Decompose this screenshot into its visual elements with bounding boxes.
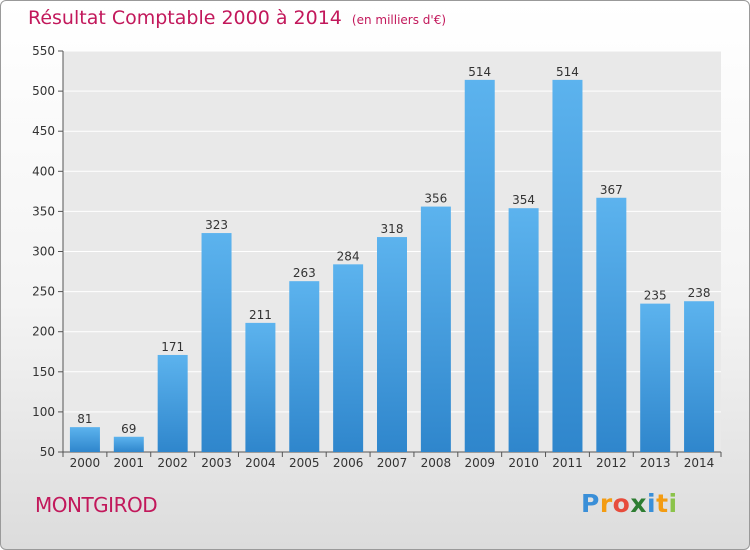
x-tick-label: 2010	[508, 456, 539, 470]
x-tick-label: 2004	[245, 456, 276, 470]
data-label: 323	[205, 218, 228, 232]
bar	[464, 79, 495, 452]
x-tick-label: 2006	[333, 456, 364, 470]
bar	[552, 79, 583, 452]
y-tick-label: 550	[32, 44, 55, 58]
x-tick-label: 2014	[684, 456, 715, 470]
data-label: 367	[600, 183, 623, 197]
data-label: 211	[249, 308, 272, 322]
bar	[201, 233, 232, 452]
logo-letter: i	[647, 489, 657, 518]
data-label: 263	[293, 266, 316, 280]
x-tick-label: 2012	[596, 456, 627, 470]
data-label: 238	[688, 286, 711, 300]
x-tick-label: 2000	[70, 456, 101, 470]
data-label: 514	[556, 65, 579, 79]
x-tick-label: 2011	[552, 456, 583, 470]
logo-letter: r	[599, 489, 613, 518]
chart-unit: (en milliers d'€)	[351, 13, 447, 27]
data-label: 318	[381, 222, 404, 236]
y-tick-label: 250	[32, 285, 55, 299]
x-tick-label: 2009	[464, 456, 495, 470]
logo-letter: x	[630, 489, 647, 518]
data-label: 354	[512, 193, 535, 207]
y-tick-label: 150	[32, 365, 55, 379]
y-tick-label: 450	[32, 124, 55, 138]
data-label: 356	[424, 192, 447, 206]
bar	[113, 436, 144, 452]
data-label: 171	[161, 340, 184, 354]
x-tick-label: 2003	[201, 456, 232, 470]
x-tick-label: 2005	[289, 456, 320, 470]
data-label: 284	[337, 249, 360, 263]
y-tick-label: 100	[32, 405, 55, 419]
x-tick-label: 2007	[377, 456, 408, 470]
bar	[508, 208, 539, 452]
data-label: 514	[468, 65, 491, 79]
commune-name: MONTGIROD	[35, 493, 158, 517]
logo-letter: P	[581, 489, 600, 518]
bar	[640, 303, 671, 452]
bar	[157, 354, 188, 452]
logo-letter: o	[612, 489, 631, 518]
y-tick-label: 200	[32, 325, 55, 339]
x-tick-label: 2002	[157, 456, 188, 470]
bar	[420, 206, 451, 452]
chart-title-text: Résultat Comptable 2000 à 2014	[28, 7, 342, 29]
data-label: 235	[644, 289, 667, 303]
y-tick-label: 350	[32, 204, 55, 218]
bar	[684, 301, 715, 452]
x-tick-label: 2013	[640, 456, 671, 470]
logo-letter: t	[656, 489, 669, 518]
bar	[377, 237, 407, 452]
chart-title: Résultat Comptable 2000 à 2014 (en millie…	[28, 7, 446, 29]
y-tick-label: 300	[32, 245, 55, 259]
proxiti-logo: Proxiti	[581, 489, 678, 518]
y-tick-label: 400	[32, 164, 55, 178]
logo-letter: i	[668, 489, 678, 518]
data-label: 81	[77, 412, 92, 426]
x-tick-label: 2001	[114, 456, 145, 470]
bar	[596, 197, 627, 452]
bar	[245, 322, 276, 452]
x-tick-label: 2008	[421, 456, 452, 470]
y-tick-label: 50	[40, 445, 55, 459]
bar	[69, 427, 100, 452]
y-tick-label: 500	[32, 84, 55, 98]
data-label: 69	[121, 422, 136, 436]
bar	[289, 281, 320, 452]
bar	[333, 264, 364, 452]
